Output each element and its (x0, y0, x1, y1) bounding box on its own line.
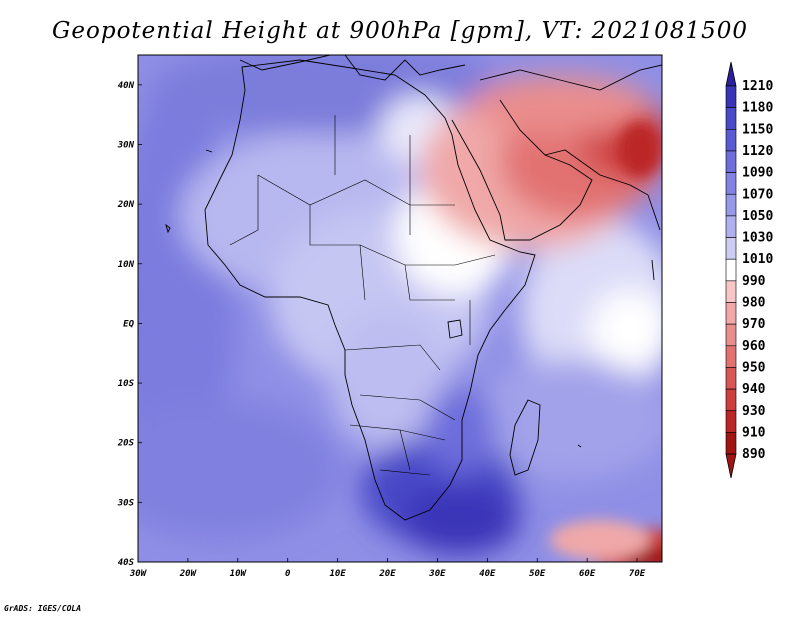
colorbar-swatch (725, 432, 737, 455)
y-tick-label: 30N (117, 140, 135, 150)
colorbar-swatch (725, 280, 737, 303)
colorbar-swatch (725, 388, 737, 412)
colorbar-level-label: 1050 (742, 209, 773, 224)
colorbar-level-label: 1090 (742, 166, 773, 181)
colorbar-level-label: 890 (742, 447, 766, 462)
colorbar-swatch (725, 237, 737, 260)
y-tick-label: 40N (118, 81, 135, 91)
colorbar-swatch (725, 323, 737, 347)
colorbar-top-arrow (725, 61, 737, 87)
colorbar-level-label: 910 (742, 425, 766, 440)
y-tick-label: 20N (117, 200, 135, 210)
colorbar-level-label: 1010 (742, 252, 773, 267)
x-tick-label: 20E (378, 569, 396, 579)
colorbar-swatch (725, 215, 737, 238)
y-tick-label: 30S (117, 498, 135, 508)
y-tick-label: 20S (117, 439, 135, 449)
colorbar-level-label: 1210 (742, 79, 773, 94)
colorbar-swatch (725, 85, 737, 108)
colorbar-bottom-arrow (725, 453, 737, 479)
colorbar-swatch (725, 150, 737, 173)
map-frame (137, 54, 663, 563)
colorbar-swatch (725, 410, 737, 433)
colorbar-swatch (725, 172, 737, 195)
x-tick-label: 30E (428, 569, 446, 579)
y-axis: 40N 30N 20N 10N EQ 10S 20S 30S 40S (117, 81, 142, 568)
colorbar-swatch (725, 367, 737, 390)
colorbar-level-label: 930 (742, 404, 766, 419)
colorbar-level-label: 1030 (742, 231, 773, 246)
colorbar-level-label: 970 (742, 317, 766, 332)
country-borders (229, 115, 496, 476)
colorbar-level-label: 960 (742, 339, 766, 354)
x-tick-label: 70E (629, 569, 646, 579)
colorbar-level-label: 940 (742, 382, 766, 397)
colorbar-swatch (725, 193, 737, 217)
colorbar-level-label: 1150 (742, 122, 773, 137)
y-tick-label: 40S (118, 558, 135, 568)
colorbar-level-label: 980 (742, 296, 766, 311)
x-tick-label: 20W (179, 569, 198, 579)
colorbar-level-label: 1180 (742, 101, 773, 116)
x-tick-label: 10W (230, 569, 248, 579)
colorbar-level-label: 990 (742, 274, 766, 289)
colorbar-swatch (725, 107, 737, 130)
colorbar-level-label: 950 (742, 360, 766, 375)
x-axis: 30W 20W 10W 0 10E 20E 30E 40E 50E 60E 70E (129, 558, 646, 579)
x-tick-label: 50E (529, 569, 546, 579)
colorbar: 1210 1180 1150 1120 1090 1070 1050 1030 1010 990 9… (725, 61, 773, 479)
y-tick-label: EQ (123, 319, 134, 329)
height-field (138, 55, 662, 562)
x-tick-label: 60E (579, 569, 596, 579)
colorbar-level-label: 1070 (742, 187, 773, 202)
x-tick-label: 40E (479, 569, 496, 579)
x-tick-label: 0 (285, 569, 291, 579)
x-tick-label: 30W (129, 569, 148, 579)
coastlines (165, 55, 662, 521)
y-tick-label: 10N (118, 260, 135, 270)
colorbar-swatch (725, 345, 737, 368)
colorbar-swatch (725, 129, 737, 152)
credit-text: GrADS: IGES/COLA (4, 604, 82, 613)
page-title: Geopotential Height at 900hPa [gpm], VT:… (52, 18, 748, 44)
y-tick-label: 10S (118, 379, 135, 389)
colorbar-level-label: 1120 (742, 144, 773, 159)
x-tick-label: 10E (329, 569, 346, 579)
colorbar-swatch (725, 302, 737, 325)
colorbar-swatch (725, 258, 737, 282)
